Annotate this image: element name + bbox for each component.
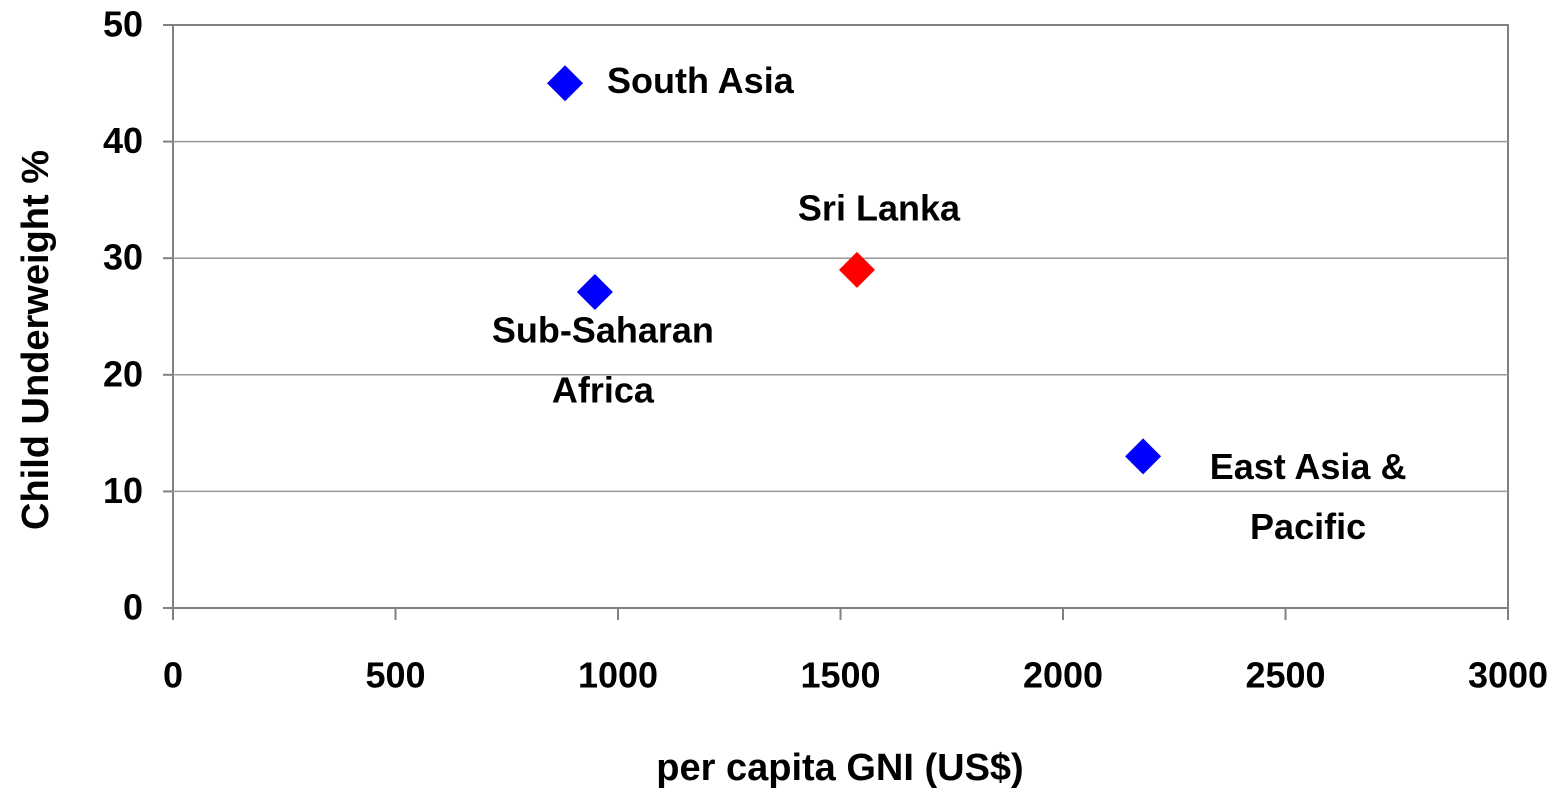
y-axis-title: Child Underweight % — [15, 150, 57, 530]
point-label: South Asia — [607, 60, 795, 101]
point — [576, 274, 613, 311]
point-label: Pacific — [1250, 506, 1366, 547]
y-tick-label: 40 — [103, 120, 143, 161]
point — [547, 65, 584, 102]
x-tick-label: 2000 — [1023, 655, 1103, 696]
point-label: Africa — [552, 370, 655, 411]
y-tick-label: 0 — [123, 587, 143, 628]
x-tick-label: 500 — [365, 655, 425, 696]
y-tick-label: 20 — [103, 353, 143, 394]
point — [838, 251, 875, 288]
point-label: Sub-Saharan — [492, 310, 714, 351]
x-tick-label: 1500 — [800, 655, 880, 696]
x-tick-label: 1000 — [578, 655, 658, 696]
x-axis-title: per capita GNI (US$) — [656, 747, 1023, 789]
y-tick-label: 10 — [103, 470, 143, 511]
point-label: East Asia & — [1210, 446, 1407, 487]
y-tick-label: 30 — [103, 237, 143, 278]
point-label: Sri Lanka — [798, 187, 961, 228]
plot-area — [172, 24, 1509, 609]
x-tick-label: 2500 — [1245, 655, 1325, 696]
x-tick-label: 0 — [163, 655, 183, 696]
x-tick-label: 3000 — [1468, 655, 1548, 696]
y-tick-label: 50 — [103, 4, 143, 45]
point — [1125, 438, 1162, 475]
